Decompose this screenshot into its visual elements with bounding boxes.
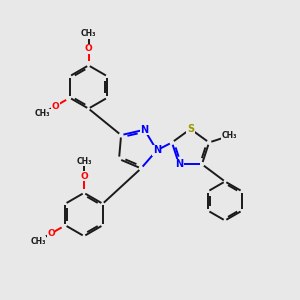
Text: O: O	[85, 44, 92, 53]
Text: S: S	[187, 124, 194, 134]
Text: CH₃: CH₃	[30, 236, 46, 245]
Text: O: O	[80, 172, 88, 181]
Text: CH₃: CH₃	[221, 131, 237, 140]
Text: N: N	[140, 125, 148, 135]
Text: CH₃: CH₃	[76, 157, 92, 166]
Text: CH₃: CH₃	[35, 109, 50, 118]
Text: N: N	[175, 159, 183, 169]
Text: O: O	[47, 229, 55, 238]
Text: CH₃: CH₃	[81, 29, 96, 38]
Text: O: O	[52, 101, 59, 110]
Text: N: N	[153, 145, 161, 155]
